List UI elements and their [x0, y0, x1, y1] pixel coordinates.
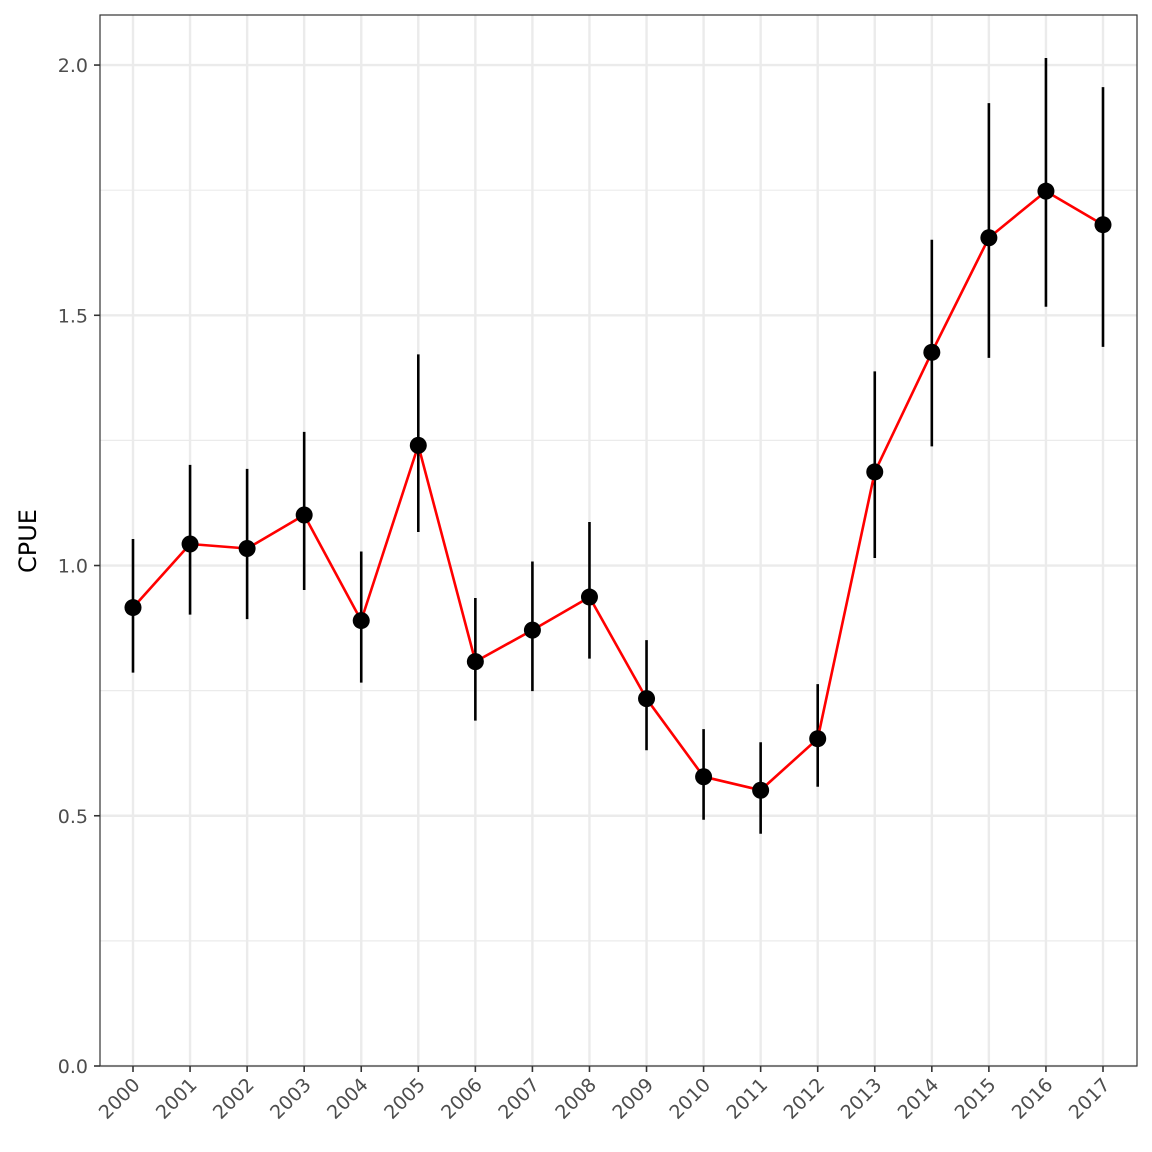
data-point-2016 — [1037, 182, 1055, 200]
data-point-2001 — [181, 535, 199, 553]
x-tick-label: 2002 — [209, 1074, 259, 1124]
data-point-2006 — [466, 653, 484, 671]
minor-gridlines — [100, 189, 1137, 942]
x-tick-label: 2014 — [894, 1074, 944, 1124]
data-points — [124, 182, 1112, 799]
x-tick-label: 2017 — [1065, 1074, 1115, 1124]
x-tick-label: 2001 — [152, 1074, 202, 1124]
data-point-2010 — [695, 768, 713, 786]
y-tick-label: 1.5 — [58, 305, 88, 327]
x-tick-label: 2007 — [494, 1074, 544, 1124]
y-axis-ticks: 0.0 0.5 1.0 1.5 2.0 — [58, 55, 100, 1078]
x-tick-label: 2008 — [551, 1074, 601, 1124]
x-tick-label: 2005 — [380, 1074, 430, 1124]
x-tick-label: 2006 — [437, 1074, 487, 1124]
data-point-2011 — [752, 781, 770, 799]
data-point-2012 — [809, 730, 827, 748]
y-tick-label: 0.0 — [58, 1056, 88, 1078]
data-point-2005 — [409, 436, 427, 454]
series-line — [132, 189, 1104, 792]
x-tick-label: 2015 — [951, 1074, 1001, 1124]
y-tick-label: 1.0 — [58, 556, 88, 578]
x-tick-label: 2011 — [722, 1074, 772, 1124]
data-point-2015 — [980, 229, 998, 247]
x-tick-label: 2000 — [95, 1074, 145, 1124]
panel-border — [99, 14, 1138, 1067]
x-tick-label: 2004 — [323, 1074, 373, 1124]
data-point-2013 — [866, 463, 884, 481]
data-point-2014 — [923, 343, 941, 361]
y-axis-title: CPUE — [14, 509, 42, 573]
data-point-2007 — [523, 621, 541, 639]
error-bars — [131, 58, 1105, 834]
x-tick-label: 2009 — [608, 1074, 658, 1124]
x-tick-label: 2010 — [665, 1074, 715, 1124]
data-point-2003 — [295, 506, 313, 524]
x-tick-label: 2003 — [266, 1074, 316, 1124]
data-point-2002 — [238, 540, 256, 558]
y-tick-label: 2.0 — [58, 55, 88, 77]
data-point-2017 — [1094, 216, 1112, 234]
x-tick-label: 2016 — [1008, 1074, 1058, 1124]
data-point-2009 — [638, 690, 656, 708]
y-tick-label: 0.5 — [58, 806, 88, 828]
data-point-2004 — [352, 612, 370, 630]
series-line-group — [132, 189, 1104, 792]
x-axis-ticks: 2000 2001 2002 2003 2004 2005 2006 2007 2008 2009… — [95, 1066, 1115, 1124]
x-tick-label: 2013 — [837, 1074, 887, 1124]
major-gridlines — [100, 15, 1137, 1068]
data-point-2008 — [580, 588, 598, 606]
data-point-2000 — [124, 599, 142, 617]
x-tick-label: 2012 — [779, 1074, 829, 1124]
